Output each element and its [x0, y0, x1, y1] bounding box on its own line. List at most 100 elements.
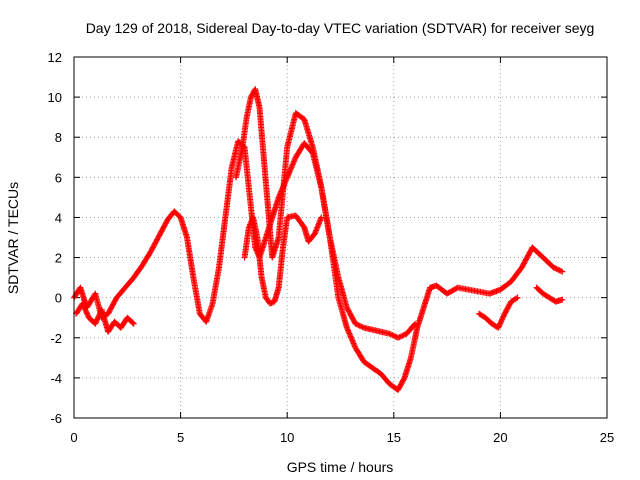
- y-tick-label: -2: [50, 331, 62, 346]
- y-tick-label: 6: [55, 170, 62, 185]
- data-point: [501, 300, 514, 317]
- data-point: [215, 216, 229, 271]
- data-point: [335, 294, 350, 330]
- data-point: [269, 195, 282, 221]
- data-point: [311, 215, 324, 237]
- data-point: [279, 216, 290, 251]
- data-point: [454, 284, 470, 293]
- data-point: [183, 234, 197, 280]
- data-point: [228, 139, 241, 171]
- data-point: [497, 279, 513, 293]
- chart-title: Day 129 of 2018, Sidereal Day-to-day VTE…: [86, 20, 595, 36]
- data-point: [209, 266, 222, 307]
- data-point: [414, 306, 427, 331]
- data-point: [269, 235, 282, 261]
- data-point: [105, 296, 119, 317]
- data-point: [254, 234, 265, 280]
- data-point: [171, 208, 183, 220]
- plot-frame: [73, 56, 608, 419]
- data-point: [495, 312, 508, 331]
- data-point: [239, 115, 250, 151]
- data-point: [284, 111, 299, 151]
- data-point: [343, 324, 358, 350]
- data-point: [233, 145, 246, 181]
- data-point: [403, 321, 418, 337]
- data-point: [395, 331, 409, 341]
- data-point: [360, 358, 375, 371]
- series-main-trace: [71, 138, 566, 393]
- data-point: [529, 244, 545, 260]
- series-upper-loop: [233, 86, 419, 341]
- data-point: [147, 233, 162, 255]
- data-point: [256, 104, 267, 159]
- x-tick-label: 15: [387, 430, 401, 445]
- data-point: [326, 234, 342, 280]
- data-point: [352, 344, 367, 364]
- data-point: [533, 284, 545, 296]
- data-point: [241, 144, 254, 209]
- data-point: [292, 212, 307, 230]
- data-point: [292, 141, 307, 161]
- y-tick-label: 12: [48, 50, 62, 65]
- y-tick-label: 2: [55, 251, 62, 266]
- data-point: [508, 295, 520, 305]
- data-point: [124, 314, 136, 326]
- data-point: [301, 116, 316, 149]
- data-point: [130, 320, 137, 327]
- data-point: [514, 294, 521, 301]
- data-point: [550, 264, 564, 274]
- data-point: [250, 214, 261, 239]
- data-point: [241, 226, 252, 261]
- data-point: [343, 304, 358, 326]
- x-axis-title: GPS time / hours: [287, 459, 394, 475]
- data-point: [335, 274, 350, 310]
- data-point: [113, 285, 128, 301]
- data-point: [465, 286, 481, 295]
- data-point: [476, 310, 488, 320]
- data-point: [267, 299, 276, 307]
- data-point: [275, 246, 286, 291]
- data-point: [559, 268, 566, 275]
- data-point: [190, 274, 203, 316]
- series-inner-loop: [241, 212, 325, 307]
- data-point: [412, 320, 419, 327]
- data-point: [305, 231, 318, 245]
- data-point: [258, 274, 269, 300]
- data-point: [318, 184, 333, 239]
- y-tick-label: -4: [50, 371, 62, 386]
- x-tick-label: 20: [493, 430, 507, 445]
- data-point: [292, 110, 307, 122]
- x-tick-label: 10: [280, 430, 294, 445]
- series-late-dip: [476, 294, 521, 331]
- y-tick-label: 10: [48, 90, 62, 105]
- data-point: [260, 154, 271, 209]
- series-early-scatter: [73, 300, 137, 335]
- data-point: [130, 263, 145, 281]
- data-point: [222, 165, 235, 221]
- data-point: [243, 95, 254, 121]
- data-point: [275, 145, 291, 241]
- data-point: [139, 249, 153, 269]
- series-late-tail: [533, 284, 566, 305]
- data-point: [407, 326, 420, 361]
- data-point: [401, 356, 414, 381]
- x-tick-label: 25: [600, 430, 614, 445]
- data-point: [395, 376, 407, 393]
- data-point: [177, 214, 190, 240]
- axis-ticks: [73, 56, 608, 419]
- data-point: [540, 254, 556, 270]
- data-point: [518, 245, 535, 271]
- data-point: [559, 296, 566, 303]
- y-tick-label: 4: [55, 210, 62, 225]
- grid: [74, 57, 607, 418]
- data-point: [203, 302, 216, 325]
- data-point: [482, 314, 494, 326]
- y-axis-title: SDTVAR / TECUs: [5, 182, 21, 294]
- data-point: [271, 286, 282, 305]
- y-tick-label: -6: [50, 411, 62, 426]
- data-point: [420, 286, 433, 311]
- y-tick-label: 0: [55, 291, 62, 306]
- data-point: [540, 290, 552, 300]
- data-point: [79, 300, 92, 320]
